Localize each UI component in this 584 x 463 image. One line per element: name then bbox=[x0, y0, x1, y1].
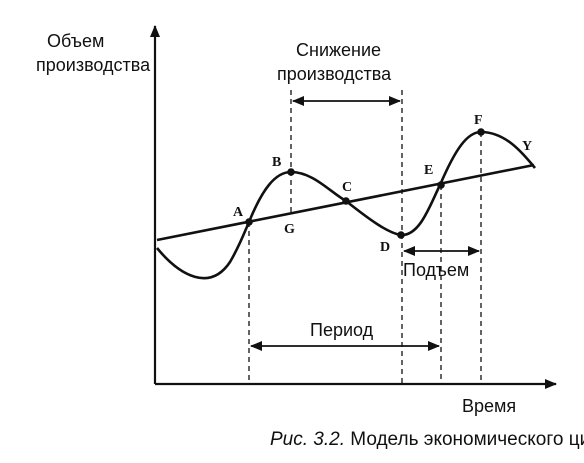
marker-a bbox=[245, 218, 253, 226]
figure-caption: Рис. 3.2. Модель экономического цикла bbox=[270, 429, 584, 450]
decline-label-line1: Снижение bbox=[296, 40, 381, 60]
y-axis-label-line1: Объем bbox=[47, 31, 104, 51]
period-label: Период bbox=[310, 320, 374, 340]
label-y: Y bbox=[522, 139, 532, 154]
point-markers bbox=[245, 128, 485, 239]
label-d: D bbox=[380, 240, 390, 255]
rise-label: Подъем bbox=[403, 260, 469, 280]
label-g: G bbox=[284, 222, 295, 237]
marker-e bbox=[437, 181, 445, 189]
marker-b bbox=[287, 168, 295, 176]
marker-c bbox=[342, 197, 350, 205]
x-axis-label: Время bbox=[462, 396, 516, 416]
marker-f bbox=[477, 128, 485, 136]
caption-prefix: Рис. 3.2. bbox=[270, 429, 345, 450]
caption-text: Модель экономического цикла bbox=[345, 429, 584, 450]
label-e: E bbox=[424, 163, 433, 178]
marker-d bbox=[397, 231, 405, 239]
label-f: F bbox=[474, 113, 483, 128]
y-axis-label-line2: производства bbox=[36, 55, 151, 75]
cycle-wave bbox=[155, 130, 537, 280]
label-c: C bbox=[342, 180, 352, 195]
label-b: B bbox=[272, 155, 281, 170]
label-a: A bbox=[233, 205, 244, 220]
decline-label-line2: производства bbox=[277, 64, 392, 84]
